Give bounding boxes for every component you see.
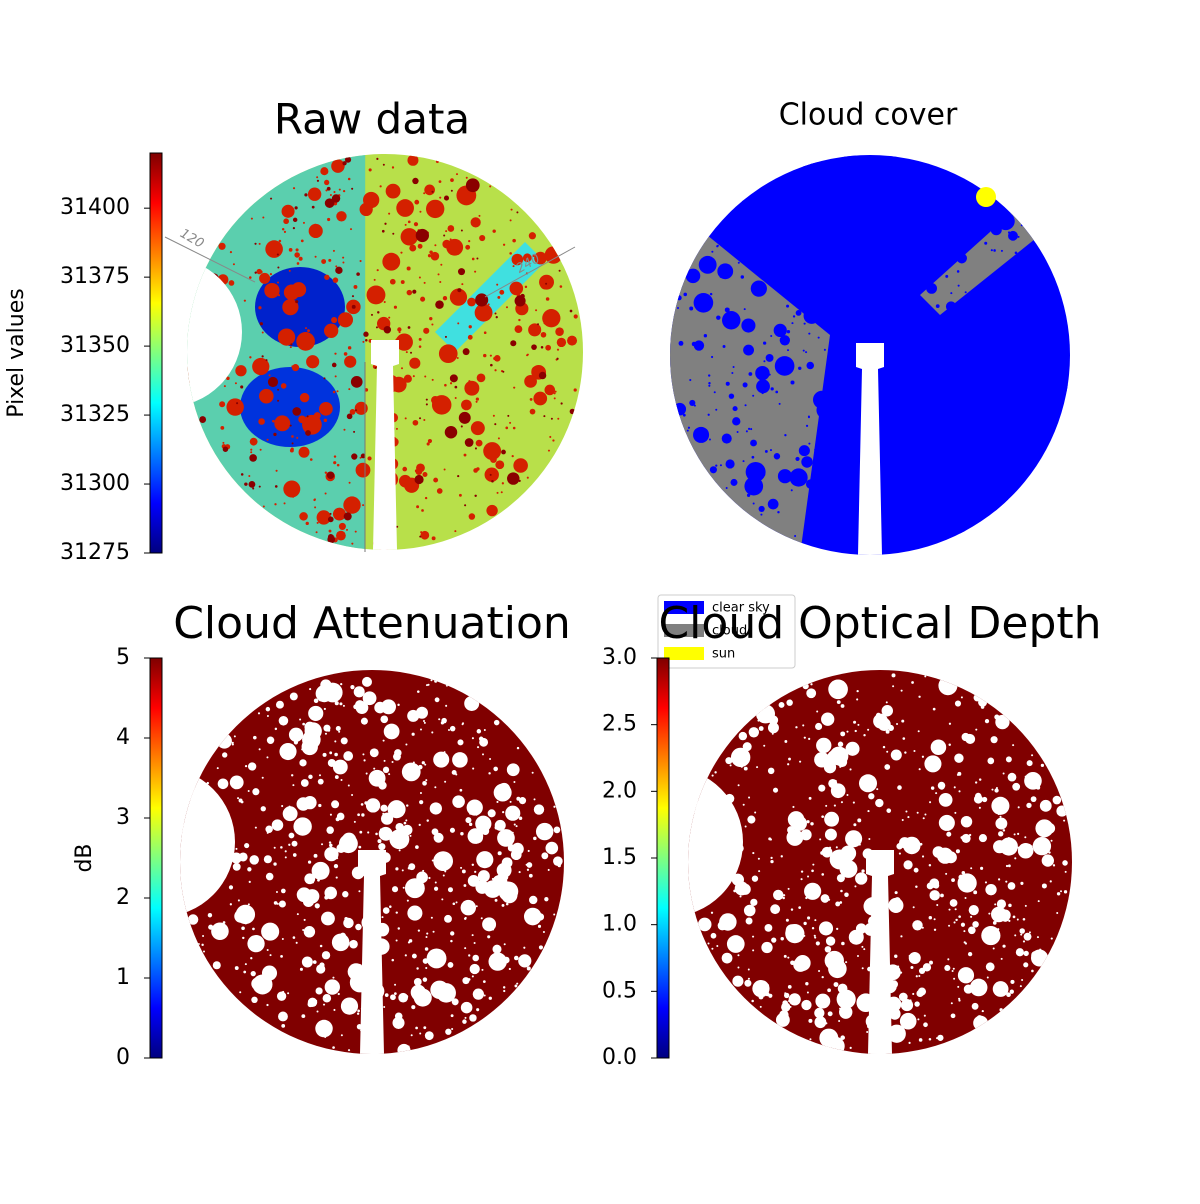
legend-label: sun <box>712 647 735 662</box>
colorbar <box>149 657 163 1059</box>
panel-title: Cloud Optical Depth <box>658 598 1101 649</box>
panel: Raw data12024031275313003132531350313753… <box>4 95 583 565</box>
panel: Cloud Attenuation 0 1 2 3 4 5 dB <box>72 598 571 1070</box>
angle-annotation: 120 <box>177 226 206 251</box>
colorbar-tick-label: 0.0 <box>602 1045 637 1070</box>
colorbar-tick-label: 3 <box>116 805 130 830</box>
panel: Cloud Optical Depth 0.0 0.5 1.0 1.5 2.0 2.5 3.0 <box>602 598 1102 1070</box>
legend-swatch <box>664 624 704 637</box>
sky-image <box>688 670 1072 1054</box>
panel-title: Cloud Attenuation <box>173 598 571 649</box>
colorbar-tick-label: 1.5 <box>602 845 637 870</box>
colorbar-tick-label: 5 <box>116 645 130 670</box>
sky-image <box>187 154 583 550</box>
colorbar-tick-label: 3.0 <box>602 645 637 670</box>
colorbar-tick-label: 2.5 <box>602 712 637 737</box>
colorbar-tick-label: 31300 <box>60 471 130 496</box>
colorbar-tick-label: 2 <box>116 885 130 910</box>
legend-label: clear sky <box>712 601 770 616</box>
colorbar-tick-label: 0.5 <box>602 978 637 1003</box>
legend-swatch <box>664 647 704 660</box>
panel-title: Raw data <box>274 95 470 144</box>
legend-swatch <box>664 601 704 614</box>
colorbar <box>656 657 670 1059</box>
colorbar <box>149 152 163 554</box>
colorbar-tick-label: 31400 <box>60 195 130 220</box>
colorbar-tick-label: 31275 <box>60 540 130 565</box>
panel: Cloud cover clear sky cloud sun <box>657 98 1070 669</box>
colorbar-label: Pixel values <box>4 288 29 417</box>
colorbar-tick-label: 1.0 <box>602 912 637 937</box>
colorbar-label: dB <box>72 843 97 872</box>
panel-title: Cloud cover <box>779 98 958 133</box>
colorbar-tick-label: 1 <box>116 965 130 990</box>
sun-marker <box>976 187 996 207</box>
legend-label: cloud <box>712 624 747 639</box>
colorbar-tick-label: 4 <box>116 725 130 750</box>
colorbar-tick-label: 31375 <box>60 264 130 289</box>
sky-image <box>180 670 564 1054</box>
sky-image <box>670 155 1070 555</box>
colorbar-tick-label: 0 <box>116 1045 130 1070</box>
colorbar-tick-label: 31325 <box>60 402 130 427</box>
colorbar-tick-label: 31350 <box>60 333 130 358</box>
colorbar-tick-label: 2.0 <box>602 778 637 803</box>
